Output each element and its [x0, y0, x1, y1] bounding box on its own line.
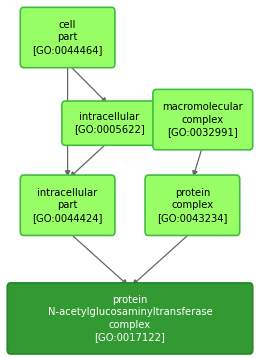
FancyBboxPatch shape — [20, 7, 115, 68]
Text: intracellular
part
[GO:0044424]: intracellular part [GO:0044424] — [32, 188, 103, 223]
FancyBboxPatch shape — [20, 175, 115, 236]
Text: protein
N-acetylglucosaminyltransferase
complex
[GO:0017122]: protein N-acetylglucosaminyltransferase … — [48, 295, 212, 342]
FancyBboxPatch shape — [7, 283, 253, 354]
FancyBboxPatch shape — [153, 89, 253, 150]
Text: cell
part
[GO:0044464]: cell part [GO:0044464] — [32, 20, 103, 55]
Text: protein
complex
[GO:0043234]: protein complex [GO:0043234] — [157, 188, 228, 223]
FancyBboxPatch shape — [62, 101, 157, 145]
FancyBboxPatch shape — [145, 175, 240, 236]
Text: macromolecular
complex
[GO:0032991]: macromolecular complex [GO:0032991] — [162, 102, 243, 137]
Text: intracellular
[GO:0005622]: intracellular [GO:0005622] — [74, 112, 145, 134]
